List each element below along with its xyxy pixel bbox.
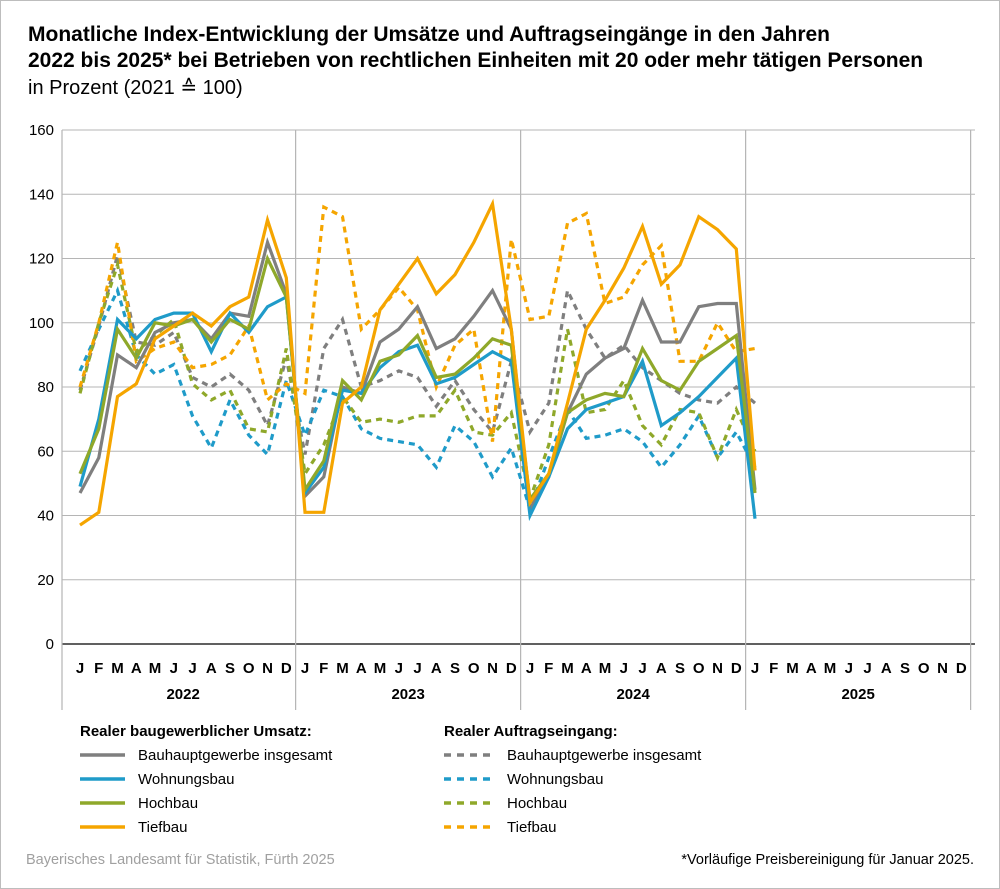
legend-label: Hochbau — [507, 795, 567, 812]
x-tick-label: D — [281, 660, 292, 677]
year-label: 2024 — [616, 686, 650, 703]
x-tick-label: O — [243, 660, 255, 677]
x-tick-label: M — [374, 660, 387, 677]
legend-group-title: Realer baugewerblicher Umsatz: — [80, 723, 312, 740]
x-tick-label: O — [468, 660, 480, 677]
year-label: 2025 — [841, 686, 874, 703]
legend-label: Tiefbau — [138, 819, 187, 836]
x-tick-label: A — [356, 660, 367, 677]
x-tick-label: S — [450, 660, 460, 677]
legend-label: Bauhauptgewerbe insgesamt — [138, 747, 333, 764]
y-tick-label: 100 — [29, 315, 54, 332]
x-tick-label: A — [881, 660, 892, 677]
y-tick-label: 20 — [37, 572, 54, 589]
x-tick-label: S — [225, 660, 235, 677]
x-tick-label: J — [620, 660, 628, 677]
x-tick-label: S — [900, 660, 910, 677]
x-tick-label: J — [395, 660, 403, 677]
legend-label: Hochbau — [138, 795, 198, 812]
x-tick-label: M — [149, 660, 162, 677]
series-line-auftrag-bauhauptgewerbe-insgesamt — [78, 254, 757, 455]
year-label: 2022 — [166, 686, 199, 703]
x-tick-label: F — [769, 660, 778, 677]
x-tick-label: J — [751, 660, 759, 677]
x-tick-label: N — [712, 660, 723, 677]
x-tick-label: O — [918, 660, 930, 677]
x-tick-label: F — [544, 660, 553, 677]
x-tick-label: M — [336, 660, 349, 677]
series-line-auftrag-hochbau — [78, 258, 757, 506]
footer-source: Bayerisches Landesamt für Statistik, Für… — [26, 852, 335, 868]
y-tick-label: 160 — [29, 122, 54, 139]
year-label: 2023 — [391, 686, 424, 703]
y-tick-label: 120 — [29, 251, 54, 268]
series-line-umsatz-tiefbau — [79, 198, 757, 527]
x-tick-label: M — [599, 660, 612, 677]
x-tick-label: J — [526, 660, 534, 677]
x-tick-label: A — [581, 660, 592, 677]
x-tick-label: J — [413, 660, 421, 677]
y-tick-label: 0 — [46, 636, 54, 653]
series-line-umsatz-wohnungsbau — [78, 294, 757, 522]
x-tick-label: D — [956, 660, 967, 677]
x-tick-label: A — [206, 660, 217, 677]
x-tick-label: N — [487, 660, 498, 677]
legend-label: Wohnungsbau — [138, 771, 234, 788]
y-tick-label: 60 — [37, 443, 54, 460]
x-tick-label: N — [262, 660, 273, 677]
x-tick-label: F — [94, 660, 103, 677]
x-tick-label: O — [693, 660, 705, 677]
legend-group-title: Realer Auftragseingang: — [444, 723, 618, 740]
chart-subtitle: in Prozent (2021 ≙ 100) — [28, 77, 243, 99]
x-tick-label: J — [170, 660, 178, 677]
x-tick-label: S — [675, 660, 685, 677]
x-tick-label: A — [806, 660, 817, 677]
title-line-2: 2022 bis 2025* bei Betrieben von rechtli… — [28, 49, 924, 72]
chart-title: Monatliche Index-Entwicklung der Umsätze… — [28, 22, 923, 74]
x-tick-label: M — [111, 660, 124, 677]
x-tick-label: J — [845, 660, 853, 677]
footer-note: *Vorläufige Preisbereinigung für Januar … — [681, 852, 974, 868]
y-tick-label: 80 — [37, 379, 54, 396]
x-tick-label: M — [561, 660, 574, 677]
legend-label: Bauhauptgewerbe insgesamt — [507, 747, 702, 764]
x-tick-label: N — [937, 660, 948, 677]
x-tick-label: F — [319, 660, 328, 677]
x-tick-label: J — [76, 660, 84, 677]
x-tick-label: M — [786, 660, 799, 677]
x-tick-label: J — [638, 660, 646, 677]
x-tick-label: D — [731, 660, 742, 677]
series-line-umsatz-bauhauptgewerbe-insgesamt — [78, 236, 757, 515]
legend-label: Tiefbau — [507, 819, 556, 836]
x-tick-label: A — [131, 660, 142, 677]
legend-label: Wohnungsbau — [507, 771, 603, 788]
x-tick-label: J — [301, 660, 309, 677]
x-tick-label: A — [431, 660, 442, 677]
x-tick-label: D — [506, 660, 517, 677]
y-tick-label: 40 — [37, 508, 54, 525]
x-tick-label: M — [824, 660, 837, 677]
series-line-umsatz-hochbau — [78, 253, 757, 504]
series-line-auftrag-wohnungsbau — [78, 286, 757, 515]
title-line-1: Monatliche Index-Entwicklung der Umsätze… — [28, 23, 830, 46]
y-tick-label: 140 — [29, 186, 54, 203]
x-tick-label: A — [656, 660, 667, 677]
x-tick-label: J — [863, 660, 871, 677]
x-tick-label: J — [188, 660, 196, 677]
